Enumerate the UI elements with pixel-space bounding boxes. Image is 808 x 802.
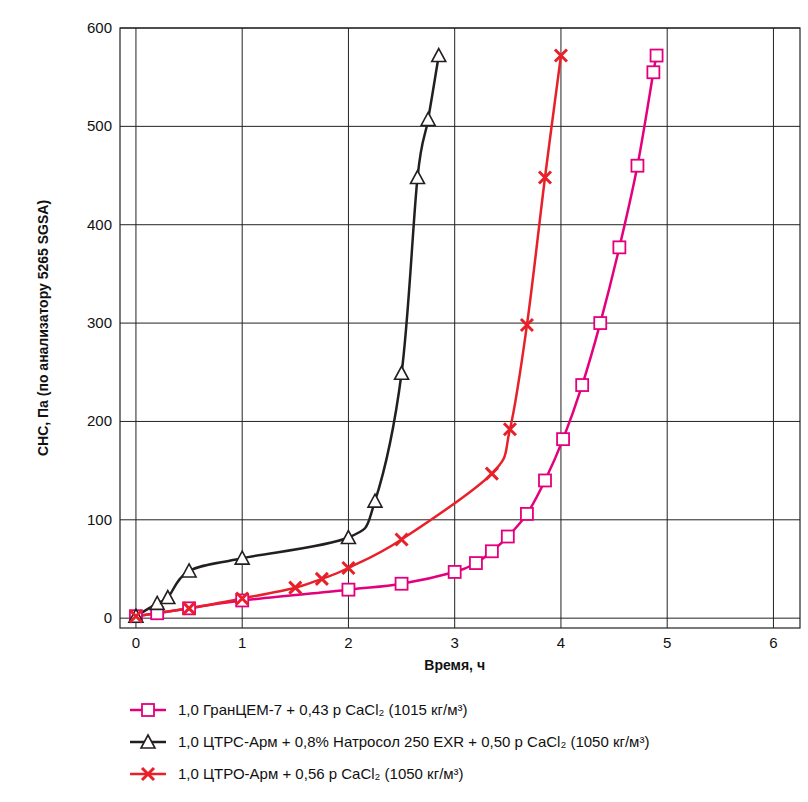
series-marker (289, 582, 301, 594)
series-marker (182, 564, 196, 577)
x-tick-label: 6 (769, 634, 777, 651)
series-marker (130, 610, 142, 622)
series-marker (502, 531, 514, 543)
grid-line-x (242, 28, 243, 628)
y-tick-label: 500 (87, 117, 112, 134)
series-marker (396, 578, 408, 590)
series-marker (557, 433, 569, 445)
plot-area (129, 49, 663, 623)
series-marker (651, 50, 663, 62)
x-axis-title: Время, ч (424, 657, 485, 673)
series-marker (236, 592, 248, 604)
legend-item: 1,0 ГранЦЕМ-7 + 0,43 р CaCl₂ (1015 кг/м³… (130, 701, 468, 718)
y-axis-title: СНС, Па (по анализатору 5265 SGSA) (35, 200, 51, 456)
series-marker (342, 584, 354, 596)
x-tick-label: 1 (238, 634, 246, 651)
series-marker (539, 474, 551, 486)
series-marker (130, 610, 142, 622)
grid-line-x (135, 28, 136, 628)
y-tick-label: 600 (87, 19, 112, 36)
series-marker (486, 468, 498, 480)
series-marker (449, 566, 461, 578)
series-marker (235, 551, 249, 564)
y-tick-label: 300 (87, 314, 112, 331)
grid-line-y (120, 618, 800, 619)
series-marker (183, 602, 195, 614)
grid-line-y (120, 126, 800, 127)
legend-label: 1,0 ЦТРО-Арм + 0,56 р CaCl₂ (1050 кг/м³) (178, 765, 464, 782)
grid-line-x (560, 28, 561, 628)
series-marker (368, 494, 382, 507)
legend-item: 1,0 ЦТРС-Арм + 0,8% Натросол 250 EXR + 0… (130, 733, 649, 750)
grid-line-y (120, 421, 800, 422)
y-tick-label: 200 (87, 412, 112, 429)
legend-item: 1,0 ЦТРО-Арм + 0,56 р CaCl₂ (1050 кг/м³) (130, 765, 464, 782)
y-tick-label: 100 (87, 511, 112, 528)
series-marker (647, 66, 659, 78)
chart: 0 1 2 3 4 5 6 0 100 200 300 400 500 600 Время, ч СНС, П… (0, 0, 808, 802)
x-tick-label: 0 (132, 634, 140, 651)
grid-line-y (120, 224, 800, 225)
series-marker (316, 573, 328, 585)
x-tick-label: 3 (451, 634, 459, 651)
x-tick-label: 2 (344, 634, 352, 651)
series-marker (613, 241, 625, 253)
series-marker (521, 508, 533, 520)
x-tick-label: 4 (557, 634, 565, 651)
series-marker (342, 562, 354, 574)
grid-line-y (120, 519, 800, 520)
grid-line-y (120, 323, 800, 324)
grid-line-x (773, 28, 774, 628)
grid-line-x (454, 28, 455, 628)
series-marker (183, 602, 195, 614)
series-marker (521, 319, 533, 331)
legend-label: 1,0 ГранЦЕМ-7 + 0,43 р CaCl₂ (1015 кг/м³… (178, 701, 468, 718)
legend-marker (141, 735, 155, 748)
series-marker (395, 366, 409, 379)
series-marker (396, 533, 408, 545)
y-tick-label: 400 (87, 216, 112, 233)
series-marker (161, 591, 175, 604)
series-marker (432, 49, 446, 62)
grid-line-x (667, 28, 668, 628)
series-marker (470, 557, 482, 569)
series-line (136, 56, 439, 617)
series-marker (631, 160, 643, 172)
series-marker (504, 423, 516, 435)
legend-label: 1,0 ЦТРС-Арм + 0,8% Натросол 250 EXR + 0… (178, 733, 649, 750)
series-marker (421, 112, 435, 125)
series-marker (486, 545, 498, 557)
series-marker (555, 50, 567, 62)
y-tick-label: 0 (104, 609, 112, 626)
series-marker (594, 317, 606, 329)
plot-frame (120, 28, 800, 628)
series-line (136, 56, 657, 617)
plot-background (120, 28, 800, 628)
series-marker (341, 531, 355, 544)
x-tick-label: 5 (663, 634, 671, 651)
series-line (136, 56, 561, 617)
series-marker (576, 379, 588, 391)
series-marker (129, 609, 143, 622)
legend-marker (142, 768, 154, 780)
series-marker (539, 172, 551, 184)
series-marker (411, 171, 425, 184)
legend-marker (142, 704, 154, 716)
